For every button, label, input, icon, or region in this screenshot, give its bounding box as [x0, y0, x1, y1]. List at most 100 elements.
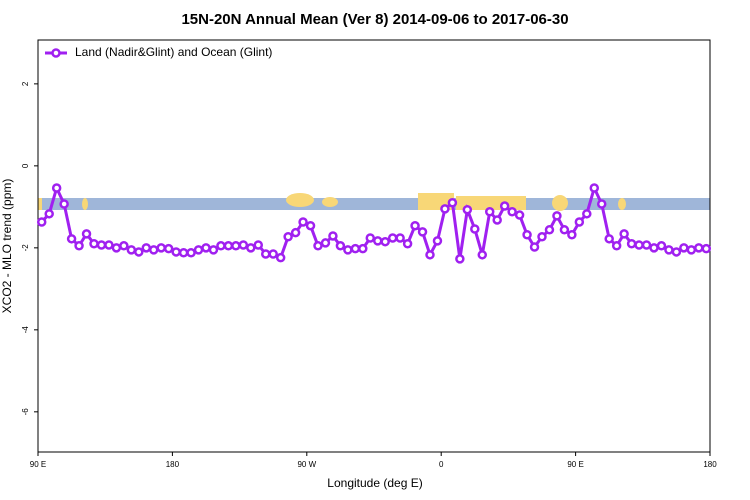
data-point	[216, 241, 226, 251]
x-tick-label: 0	[439, 460, 444, 469]
data-point	[574, 217, 585, 227]
data-point	[343, 245, 353, 255]
data-point	[66, 234, 77, 244]
data-point	[186, 248, 196, 258]
data-point	[656, 241, 667, 251]
data-point	[178, 248, 189, 258]
data-point	[171, 247, 181, 257]
data-point	[387, 233, 398, 243]
data-point	[238, 240, 249, 250]
data-point	[514, 210, 525, 220]
data-point	[679, 243, 689, 253]
data-point	[671, 247, 682, 257]
x-tick-label: 90 E	[30, 460, 46, 469]
legend-label: Land (Nadir&Glint) and Ocean (Glint)	[75, 45, 272, 59]
data-point	[582, 209, 592, 219]
data-point	[417, 227, 428, 237]
data-point	[694, 243, 704, 253]
x-axis-label: Longitude (deg E)	[327, 476, 422, 490]
data-point	[358, 243, 368, 254]
data-point	[395, 233, 405, 243]
data-point	[290, 227, 301, 238]
data-point	[402, 238, 413, 249]
data-point	[522, 229, 532, 240]
data-point	[641, 240, 652, 250]
x-tick-label: 90 E	[567, 460, 583, 469]
data-point	[275, 252, 286, 263]
data-point	[231, 241, 241, 251]
data-point	[432, 236, 443, 246]
data-point	[567, 229, 577, 240]
data-point	[148, 245, 159, 255]
data-point	[141, 243, 152, 253]
data-point	[253, 240, 264, 250]
data-point	[380, 236, 390, 247]
data-point	[649, 243, 659, 253]
data-point	[246, 243, 256, 253]
data-point	[59, 199, 69, 209]
y-tick-label: -2	[21, 244, 30, 252]
data-point	[119, 241, 129, 251]
data-point	[596, 199, 607, 209]
data-point	[410, 220, 420, 231]
data-point	[305, 220, 316, 231]
x-tick-label: 180	[703, 460, 717, 469]
data-point	[350, 243, 361, 254]
data-point	[664, 245, 674, 255]
data-point	[455, 254, 465, 264]
data-point	[134, 247, 144, 257]
data-point	[111, 243, 122, 253]
data-point	[328, 231, 338, 241]
data-point	[320, 238, 331, 248]
data-point	[425, 250, 435, 260]
y-tick-label: 0	[21, 163, 30, 168]
data-point	[223, 241, 234, 251]
chart-title: 15N-20N Annual Mean (Ver 8) 2014-09-06 t…	[181, 11, 568, 28]
data-point	[335, 241, 346, 251]
data-point	[440, 204, 450, 214]
data-point	[74, 241, 84, 251]
data-point	[89, 238, 99, 249]
data-point	[126, 245, 137, 255]
data-point	[372, 236, 383, 246]
data-point	[36, 217, 47, 227]
data-point	[51, 183, 62, 193]
data-point	[604, 234, 614, 244]
data-point	[470, 224, 480, 234]
data-point	[462, 204, 473, 215]
y-tick-label: 2	[21, 81, 30, 86]
data-point	[104, 240, 114, 250]
data-point	[201, 243, 211, 253]
data-point	[529, 242, 540, 252]
y-tick-label: -6	[21, 408, 30, 416]
data-point	[507, 207, 517, 217]
y-axis-label: XCO2 - MLO trend (ppm)	[0, 179, 14, 314]
data-point	[626, 238, 637, 249]
data-point	[163, 243, 174, 254]
data-point	[611, 241, 622, 251]
data-point	[701, 243, 712, 254]
data-point	[283, 232, 293, 242]
data-point	[686, 245, 697, 255]
data-point	[268, 249, 278, 259]
data-point	[499, 201, 510, 211]
data-point	[537, 232, 547, 242]
data-point	[619, 229, 629, 239]
data-point	[208, 245, 219, 255]
data-point	[477, 250, 488, 260]
data-point	[634, 240, 644, 250]
x-tick-label: 90 W	[297, 460, 316, 469]
y-tick-label: -4	[21, 326, 30, 334]
data-point	[492, 215, 502, 225]
data-point	[81, 229, 92, 239]
legend-marker	[51, 48, 61, 58]
data-point	[484, 207, 495, 217]
x-tick-label: 180	[166, 460, 180, 469]
data-point	[260, 249, 271, 259]
data-point	[44, 209, 54, 219]
plot-frame	[37, 39, 711, 453]
data-point	[313, 241, 323, 251]
data-point	[544, 225, 555, 235]
